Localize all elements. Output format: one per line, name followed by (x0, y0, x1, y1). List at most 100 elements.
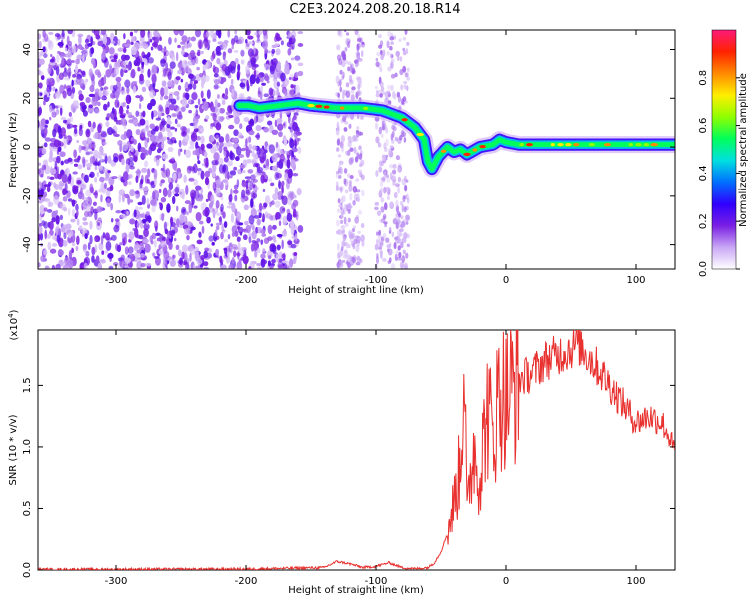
noise-blob (194, 30, 202, 38)
noise-blob (278, 251, 284, 261)
noise-blob (227, 48, 233, 54)
noise-blob (264, 159, 269, 169)
noise-blob (56, 50, 61, 55)
noise-blob (53, 195, 60, 205)
noise-blob (208, 235, 214, 242)
noise-streak-blob (335, 171, 340, 175)
noise-blob (228, 114, 234, 119)
noise-blob (240, 59, 245, 65)
noise-blob (205, 198, 209, 202)
noise-streak-blob (356, 37, 362, 43)
noise-streak-blob (385, 237, 390, 243)
noise-blob (272, 224, 277, 230)
noise-blob (220, 264, 227, 269)
noise-streak-blob (348, 74, 353, 83)
noise-blob (174, 140, 177, 144)
noise-streak-blob (375, 57, 379, 62)
noise-blob (205, 115, 210, 120)
noise-blob (61, 30, 65, 38)
noise-blob (48, 116, 52, 121)
noise-streak-blob (348, 205, 353, 209)
noise-blob (174, 164, 177, 172)
noise-blob (240, 49, 245, 57)
noise-blob (168, 241, 173, 250)
noise-blob (136, 55, 143, 64)
noise-blob (82, 202, 86, 208)
noise-blob (166, 123, 171, 129)
noise-blob (158, 249, 164, 255)
noise-blob (156, 148, 162, 154)
noise-streak-blob (350, 89, 355, 94)
noise-blob (245, 180, 249, 190)
noise-blob (289, 138, 295, 149)
noise-blob (127, 174, 133, 179)
noise-streak-blob (345, 90, 351, 98)
noise-blob (227, 105, 232, 113)
noise-blob (281, 239, 284, 250)
noise-blob (59, 142, 65, 147)
noise-blob (61, 226, 66, 233)
noise-blob (78, 144, 82, 154)
noise-streak-blob (391, 169, 397, 175)
noise-blob (181, 35, 188, 43)
noise-blob (270, 182, 275, 187)
noise-blob (218, 164, 224, 174)
noise-blob (195, 185, 202, 191)
noise-streak-blob (375, 61, 380, 68)
noise-blob (91, 255, 95, 263)
noise-blob (38, 51, 42, 59)
snr-y-axis-label: SNR (10 * v/v) (8, 414, 19, 485)
noise-streak-blob (389, 201, 393, 207)
noise-streak-blob (361, 41, 365, 45)
noise-blob (259, 156, 265, 164)
noise-blob (73, 163, 79, 167)
noise-blob (149, 31, 153, 40)
noise-blob (228, 264, 234, 269)
noise-streak-blob (382, 213, 387, 219)
noise-blob (176, 205, 179, 212)
noise-blob (108, 265, 114, 269)
noise-streak-blob (355, 129, 360, 135)
noise-blob (113, 224, 120, 233)
noise-streak-blob (384, 97, 389, 104)
noise-blob (293, 251, 298, 256)
noise-streak-blob (352, 135, 357, 142)
noise-streak-blob (390, 58, 395, 63)
y-tick-label: -40 (22, 236, 33, 252)
signal-peak (401, 118, 408, 122)
noise-blob (81, 156, 86, 164)
noise-blob (276, 244, 281, 250)
noise-blob (236, 260, 243, 269)
noise-blob (272, 193, 279, 201)
noise-streak-blob (386, 243, 392, 249)
noise-blob (190, 248, 196, 255)
noise-blob (235, 156, 240, 162)
noise-streak-blob (399, 68, 404, 76)
noise-blob (60, 203, 66, 210)
noise-blob (46, 233, 51, 239)
noise-blob (204, 39, 209, 49)
noise-streak-blob (397, 55, 400, 62)
noise-blob (97, 262, 103, 269)
noise-blob (196, 239, 203, 245)
noise-blob (85, 250, 90, 257)
noise-blob (167, 189, 172, 198)
noise-streak-blob (337, 30, 341, 36)
noise-blob (122, 66, 127, 72)
noise-blob (215, 134, 220, 140)
noise-streak-blob (381, 120, 386, 128)
noise-blob (237, 132, 243, 139)
noise-streak-blob (388, 230, 392, 235)
noise-streak-blob (401, 255, 405, 263)
noise-blob (233, 184, 239, 190)
noise-streak-blob (335, 75, 340, 84)
noise-blob (103, 58, 109, 68)
noise-blob (185, 261, 189, 269)
noise-blob (198, 231, 202, 238)
noise-blob (66, 59, 72, 65)
x-tick-label: -300 (105, 576, 128, 587)
noise-streak-blob (338, 260, 344, 268)
noise-blob (126, 109, 129, 114)
noise-blob (128, 150, 133, 157)
